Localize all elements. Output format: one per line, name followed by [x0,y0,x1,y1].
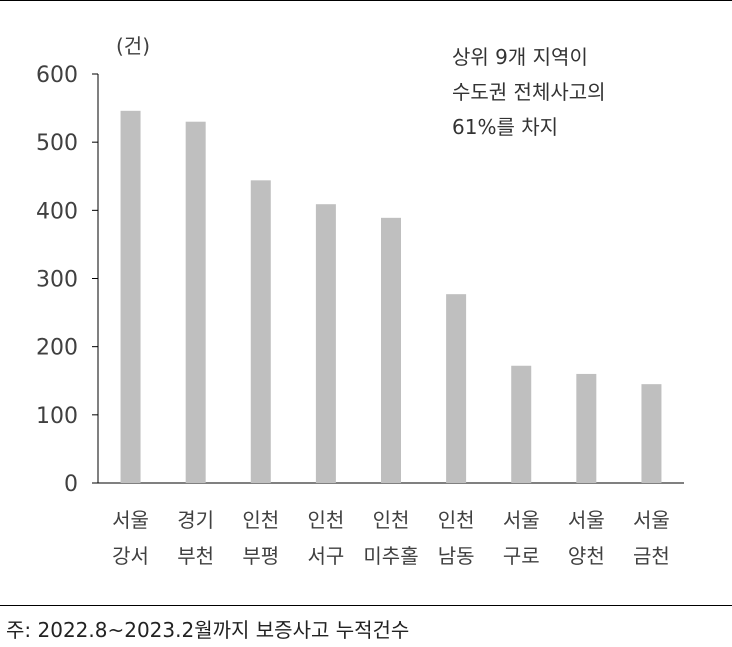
x-category-label: 부평 [242,544,279,568]
y-tick-label: 600 [36,63,78,88]
bar [641,384,662,483]
x-category-label: 부천 [177,544,214,568]
chart-annotation: 상위 9개 지역이 수도권 전체사고의 61%를 차지 [452,40,606,145]
x-category-label: 구로 [503,544,540,568]
bar [381,217,401,483]
bar [576,373,597,483]
x-category-label: 인천 [242,508,279,532]
x-category-label: 금천 [633,544,670,568]
y-tick-label: 100 [36,404,78,429]
footnote: 주: 2022.8~2023.2월까지 보증사고 누적건수 [6,618,410,642]
y-tick-label: 0 [64,472,78,497]
x-category-label: 인천 [438,508,475,532]
bar [120,110,141,483]
top-rule [0,0,732,1]
annotation-line-3: 61%를 차지 [452,115,559,139]
bottom-rule [0,605,732,606]
x-category-label: 양천 [568,544,605,568]
y-tick-label: 400 [36,199,78,224]
bar [315,204,336,483]
x-category-label: 서울 [112,508,149,532]
bar [446,294,467,483]
x-category-label: 미추홀 [363,544,418,568]
x-category-label: 서울 [633,508,670,532]
x-category-label: 서울 [503,508,540,532]
x-category-label: 서구 [307,544,344,568]
x-category-label: 경기 [177,508,214,532]
x-category-label: 인천 [307,508,344,532]
bar [511,365,532,483]
bar [250,180,271,483]
y-tick-label: 500 [36,131,78,156]
x-category-label: 남동 [438,544,475,568]
y-tick-label: 200 [36,336,78,361]
annotation-line-1: 상위 9개 지역이 [452,45,588,69]
y-axis-unit-label: (건) [116,34,151,58]
bar [185,121,206,483]
y-tick-label: 300 [36,268,78,293]
x-category-label: 강서 [112,544,149,568]
annotation-line-2: 수도권 전체사고의 [452,80,606,104]
x-category-label: 인천 [373,508,410,532]
x-category-label: 서울 [568,508,605,532]
